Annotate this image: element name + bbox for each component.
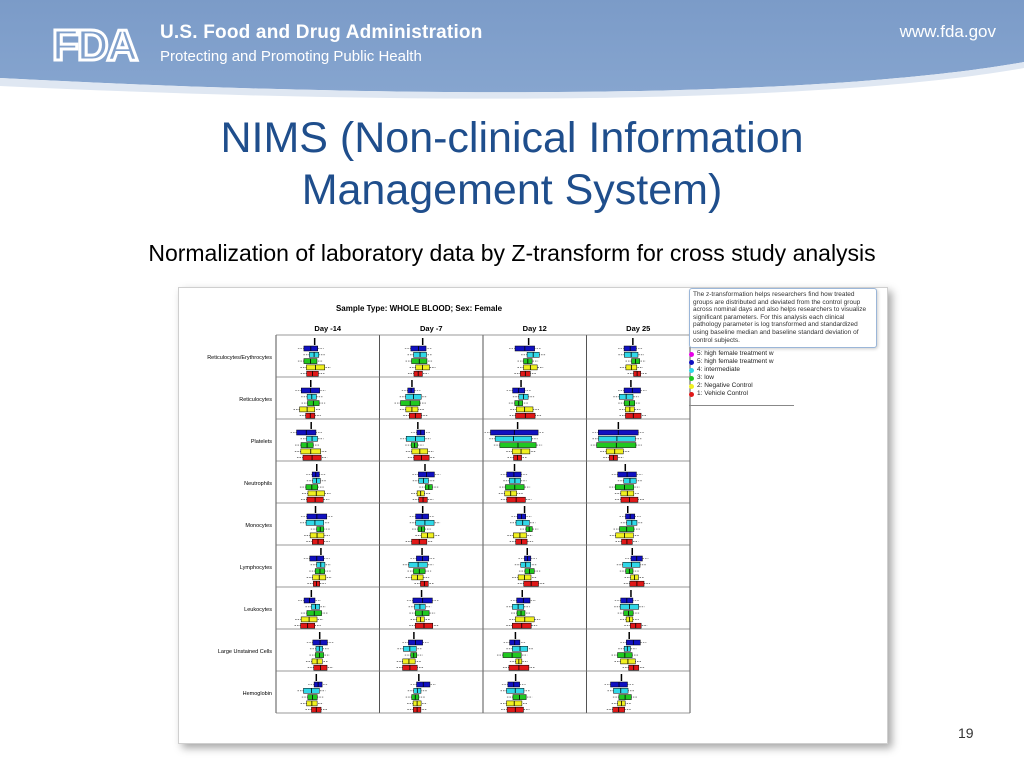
svg-text:FDA: FDA [52, 21, 138, 68]
legend-label: 5: high female treatment w [697, 350, 774, 357]
legend-label: 3: low [697, 374, 714, 381]
slide-subtitle: Normalization of laboratory data by Z-tr… [148, 240, 876, 266]
legend-item: 2: Negative Control [689, 382, 794, 390]
legend-label: 2: Negative Control [697, 382, 753, 389]
row-label: Platelets [251, 439, 272, 445]
agency-name: U.S. Food and Drug Administration [160, 22, 483, 43]
legend-swatch [689, 351, 694, 357]
legend-item: 5: high female treatment w [689, 350, 794, 358]
fda-logo[interactable]: FDA [52, 20, 147, 68]
legend-label: 5: high female treatment w [697, 358, 774, 365]
slide-title: NIMS (Non-clinical Information Managemen… [0, 112, 1024, 216]
column-header: Day 25 [626, 324, 650, 333]
column-header: Day 12 [523, 324, 547, 333]
legend-swatch [689, 359, 694, 365]
site-url-link[interactable]: www.fda.gov [899, 22, 996, 41]
slide-title-line1: NIMS (Non-clinical Information [220, 114, 804, 162]
row-label: Monocytes [245, 523, 272, 529]
legend-swatch [689, 383, 694, 389]
z-transform-note: The z-transformation helps researchers f… [689, 288, 877, 348]
legend-swatch [689, 367, 694, 373]
boxplot-grid: Sample Type: WHOLE BLOOD; Sex: Female Day… [207, 304, 691, 714]
row-label: Hemoglobin [243, 691, 272, 697]
agency-tagline: Protecting and Promoting Public Health [160, 48, 422, 65]
legend-label: 4: intermediate [697, 366, 740, 373]
banner-background [0, 0, 1024, 110]
legend-label: 1: Vehicle Control [697, 390, 748, 397]
legend-item: 1: Vehicle Control [689, 390, 794, 398]
legend-item: 5: high female treatment w [689, 358, 794, 366]
figure-title: Sample Type: WHOLE BLOOD; Sex: Female [336, 304, 503, 313]
row-label: Reticulocytes/Erythrocytes [207, 355, 272, 361]
column-header: Day -14 [314, 324, 342, 333]
legend-swatch [689, 391, 694, 397]
agency-block: U.S. Food and Drug Administration Protec… [160, 22, 483, 65]
row-label: Lymphocytes [240, 565, 272, 571]
legend-item: 4: intermediate [689, 366, 794, 374]
boxplot-figure: Sample Type: WHOLE BLOOD; Sex: Female Day… [178, 287, 888, 744]
row-label: Neutrophils [244, 481, 272, 487]
column-header: Day -7 [420, 324, 443, 333]
legend-divider [689, 405, 794, 406]
page-number: 19 [958, 725, 974, 741]
legend: 5: high female treatment w 5: high female… [689, 350, 794, 398]
row-label: Large Unstained Cells [218, 649, 272, 655]
legend-item: 3: low [689, 374, 794, 382]
row-label: Leukocytes [244, 607, 272, 613]
header-banner: FDA U.S. Food and Drug Administration Pr… [0, 0, 1024, 110]
row-label: Reticulocytes [239, 397, 272, 403]
slide-title-line2: Management System) [301, 166, 723, 214]
legend-swatch [689, 375, 694, 381]
